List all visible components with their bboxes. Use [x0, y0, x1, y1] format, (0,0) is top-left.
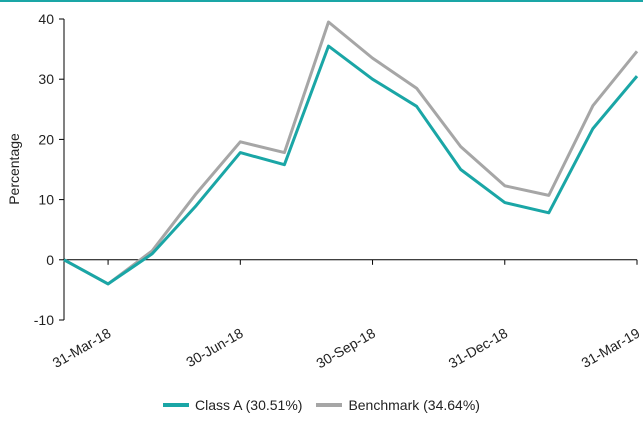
- legend-label: Class A (30.51%): [195, 397, 303, 413]
- x-tick-label: 30-Sep-18: [313, 325, 378, 372]
- top-rule: [0, 0, 643, 2]
- legend: Class A (30.51%) Benchmark (34.64%): [0, 393, 643, 417]
- axes: [59, 18, 638, 321]
- series-line-0: [63, 44, 639, 286]
- line-chart: -10 0 10 20 30 40 31-Mar-18 30-Jun-18 30-Sep-18 3…: [6, 11, 643, 372]
- x-tick-label: 31-Dec-18: [446, 325, 511, 372]
- y-tick-label: 0: [46, 252, 54, 268]
- y-tick-label: 30: [38, 71, 54, 87]
- y-tick-label: 10: [38, 192, 54, 208]
- y-tick-label: 20: [38, 131, 54, 147]
- x-tick-label: 31-Mar-18: [50, 325, 114, 371]
- series-layer: [63, 20, 639, 286]
- legend-swatch: [163, 403, 190, 407]
- y-axis-title: Percentage: [6, 133, 22, 205]
- y-tick-label: -10: [34, 312, 54, 328]
- y-tick-label: 40: [38, 11, 54, 27]
- legend-item-0: Class A (30.51%): [163, 397, 302, 413]
- legend-label: Benchmark (34.64%): [348, 397, 480, 413]
- x-tick-label: 31-Mar-19: [579, 325, 643, 371]
- series-line-1: [63, 20, 639, 286]
- x-tick-label: 30-Jun-18: [183, 325, 246, 370]
- legend-swatch: [316, 403, 343, 407]
- legend-item-1: Benchmark (34.64%): [316, 397, 480, 413]
